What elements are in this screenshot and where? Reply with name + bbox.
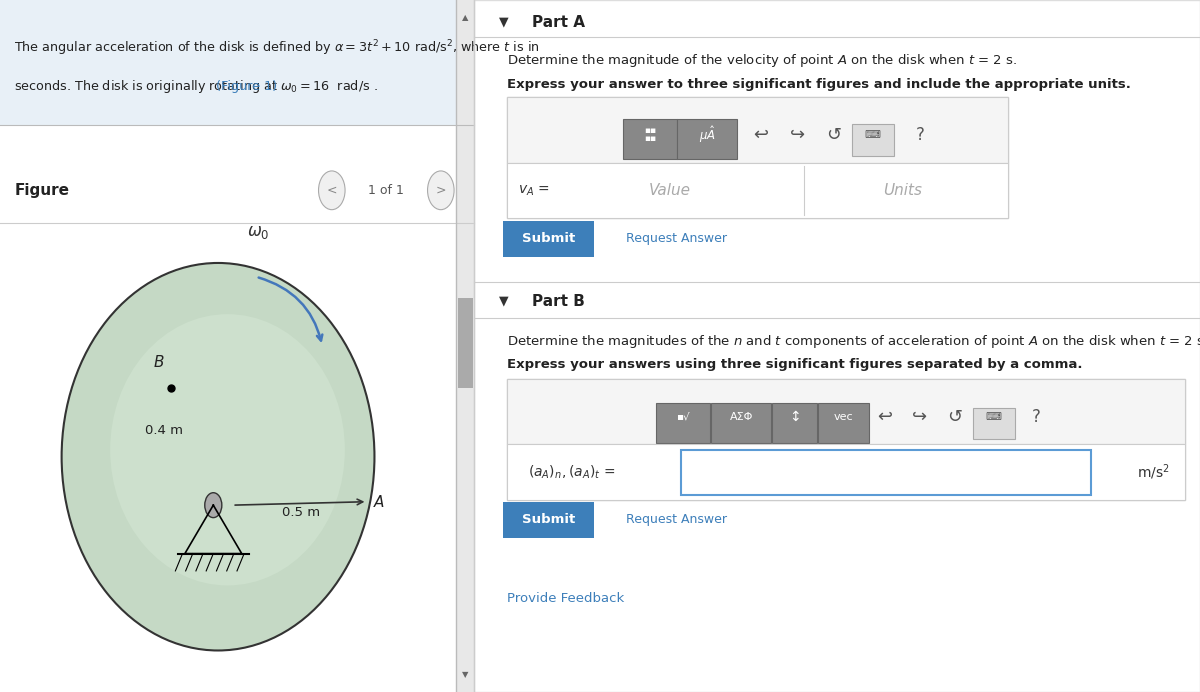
Text: m/s$^2$: m/s$^2$ — [1136, 462, 1170, 482]
Text: $(a_A)_n, (a_A)_t$ =: $(a_A)_n, (a_A)_t$ = — [528, 463, 616, 481]
Text: Request Answer: Request Answer — [626, 233, 727, 245]
Bar — [562, 166, 800, 215]
Bar — [506, 97, 1008, 163]
Bar — [0, 0, 474, 125]
Text: ↺: ↺ — [947, 408, 962, 426]
FancyBboxPatch shape — [506, 379, 1186, 500]
Text: Determine the magnitude of the velocity of point $A$ on the disk when $t$ = 2 s.: Determine the magnitude of the velocity … — [506, 53, 1016, 69]
Text: >: > — [436, 184, 446, 197]
Circle shape — [427, 171, 454, 210]
Text: ?: ? — [1032, 408, 1042, 426]
Text: $v_A$ =: $v_A$ = — [517, 183, 550, 197]
Text: ⌨: ⌨ — [986, 412, 1002, 421]
Bar — [458, 298, 473, 388]
Text: ↪: ↪ — [912, 408, 928, 426]
Text: $\omega_0$: $\omega_0$ — [247, 223, 270, 241]
FancyBboxPatch shape — [852, 124, 894, 156]
Text: $B$: $B$ — [154, 354, 164, 370]
Text: Determine the magnitudes of the $n$ and $t$ components of acceleration of point : Determine the magnitudes of the $n$ and … — [506, 333, 1200, 349]
Text: ▪√: ▪√ — [677, 412, 690, 421]
Bar — [457, 0, 474, 692]
Text: Part A: Part A — [532, 15, 586, 30]
Text: vec: vec — [834, 412, 853, 421]
Text: ⌨: ⌨ — [864, 130, 881, 140]
Text: <: < — [326, 184, 337, 197]
FancyBboxPatch shape — [623, 119, 677, 159]
Circle shape — [205, 493, 222, 518]
Text: Value: Value — [649, 183, 691, 198]
Text: Provide Feedback: Provide Feedback — [506, 592, 624, 605]
Bar — [506, 163, 1008, 218]
Text: Express your answer to three significant figures and include the appropriate uni: Express your answer to three significant… — [506, 78, 1130, 91]
Text: Request Answer: Request Answer — [626, 513, 727, 526]
Text: seconds. The disk is originally rotating at $\omega_0 = 16$  rad/s .: seconds. The disk is originally rotating… — [14, 78, 379, 95]
Text: ▼: ▼ — [499, 295, 509, 307]
Text: Units: Units — [883, 183, 922, 198]
Text: Submit: Submit — [522, 233, 575, 245]
Text: $\mu\hat{A}$: $\mu\hat{A}$ — [698, 125, 715, 145]
Text: ↺: ↺ — [826, 126, 841, 144]
Bar — [0, 125, 474, 692]
Text: ?: ? — [916, 126, 925, 144]
Text: ↕: ↕ — [790, 410, 800, 424]
Text: (Figure 1): (Figure 1) — [216, 80, 277, 93]
Text: Figure: Figure — [14, 183, 70, 198]
Text: ΑΣΦ: ΑΣΦ — [730, 412, 752, 421]
Text: ▼: ▼ — [499, 16, 509, 28]
Text: Express your answers using three significant figures separated by a comma.: Express your answers using three signifi… — [506, 358, 1082, 371]
Bar — [506, 379, 1186, 444]
Text: $A$: $A$ — [373, 493, 385, 510]
Text: The angular acceleration of the disk is defined by $\alpha = 3t^2 + 10$ rad/s$^2: The angular acceleration of the disk is … — [14, 39, 540, 58]
FancyBboxPatch shape — [680, 450, 1091, 495]
Circle shape — [318, 171, 346, 210]
Text: ▲: ▲ — [462, 12, 469, 22]
Ellipse shape — [110, 314, 344, 585]
FancyBboxPatch shape — [503, 502, 594, 538]
FancyBboxPatch shape — [818, 403, 869, 443]
Text: ▼: ▼ — [462, 670, 469, 680]
Bar — [506, 444, 1186, 500]
Text: ↩: ↩ — [877, 408, 893, 426]
Text: ↪: ↪ — [790, 126, 805, 144]
FancyBboxPatch shape — [677, 119, 737, 159]
Ellipse shape — [61, 263, 374, 650]
FancyBboxPatch shape — [503, 221, 594, 257]
Text: 0.5 m: 0.5 m — [282, 506, 320, 518]
Text: ↩: ↩ — [754, 126, 768, 144]
FancyBboxPatch shape — [655, 403, 710, 443]
Text: Part B: Part B — [532, 293, 584, 309]
Text: 1 of 1: 1 of 1 — [368, 184, 404, 197]
FancyBboxPatch shape — [773, 403, 817, 443]
Text: ▪▪
▪▪: ▪▪ ▪▪ — [644, 127, 656, 143]
FancyBboxPatch shape — [506, 97, 1008, 218]
FancyBboxPatch shape — [712, 403, 770, 443]
FancyBboxPatch shape — [973, 408, 1015, 439]
Text: 0.4 m: 0.4 m — [144, 424, 182, 437]
Text: Submit: Submit — [522, 513, 575, 526]
